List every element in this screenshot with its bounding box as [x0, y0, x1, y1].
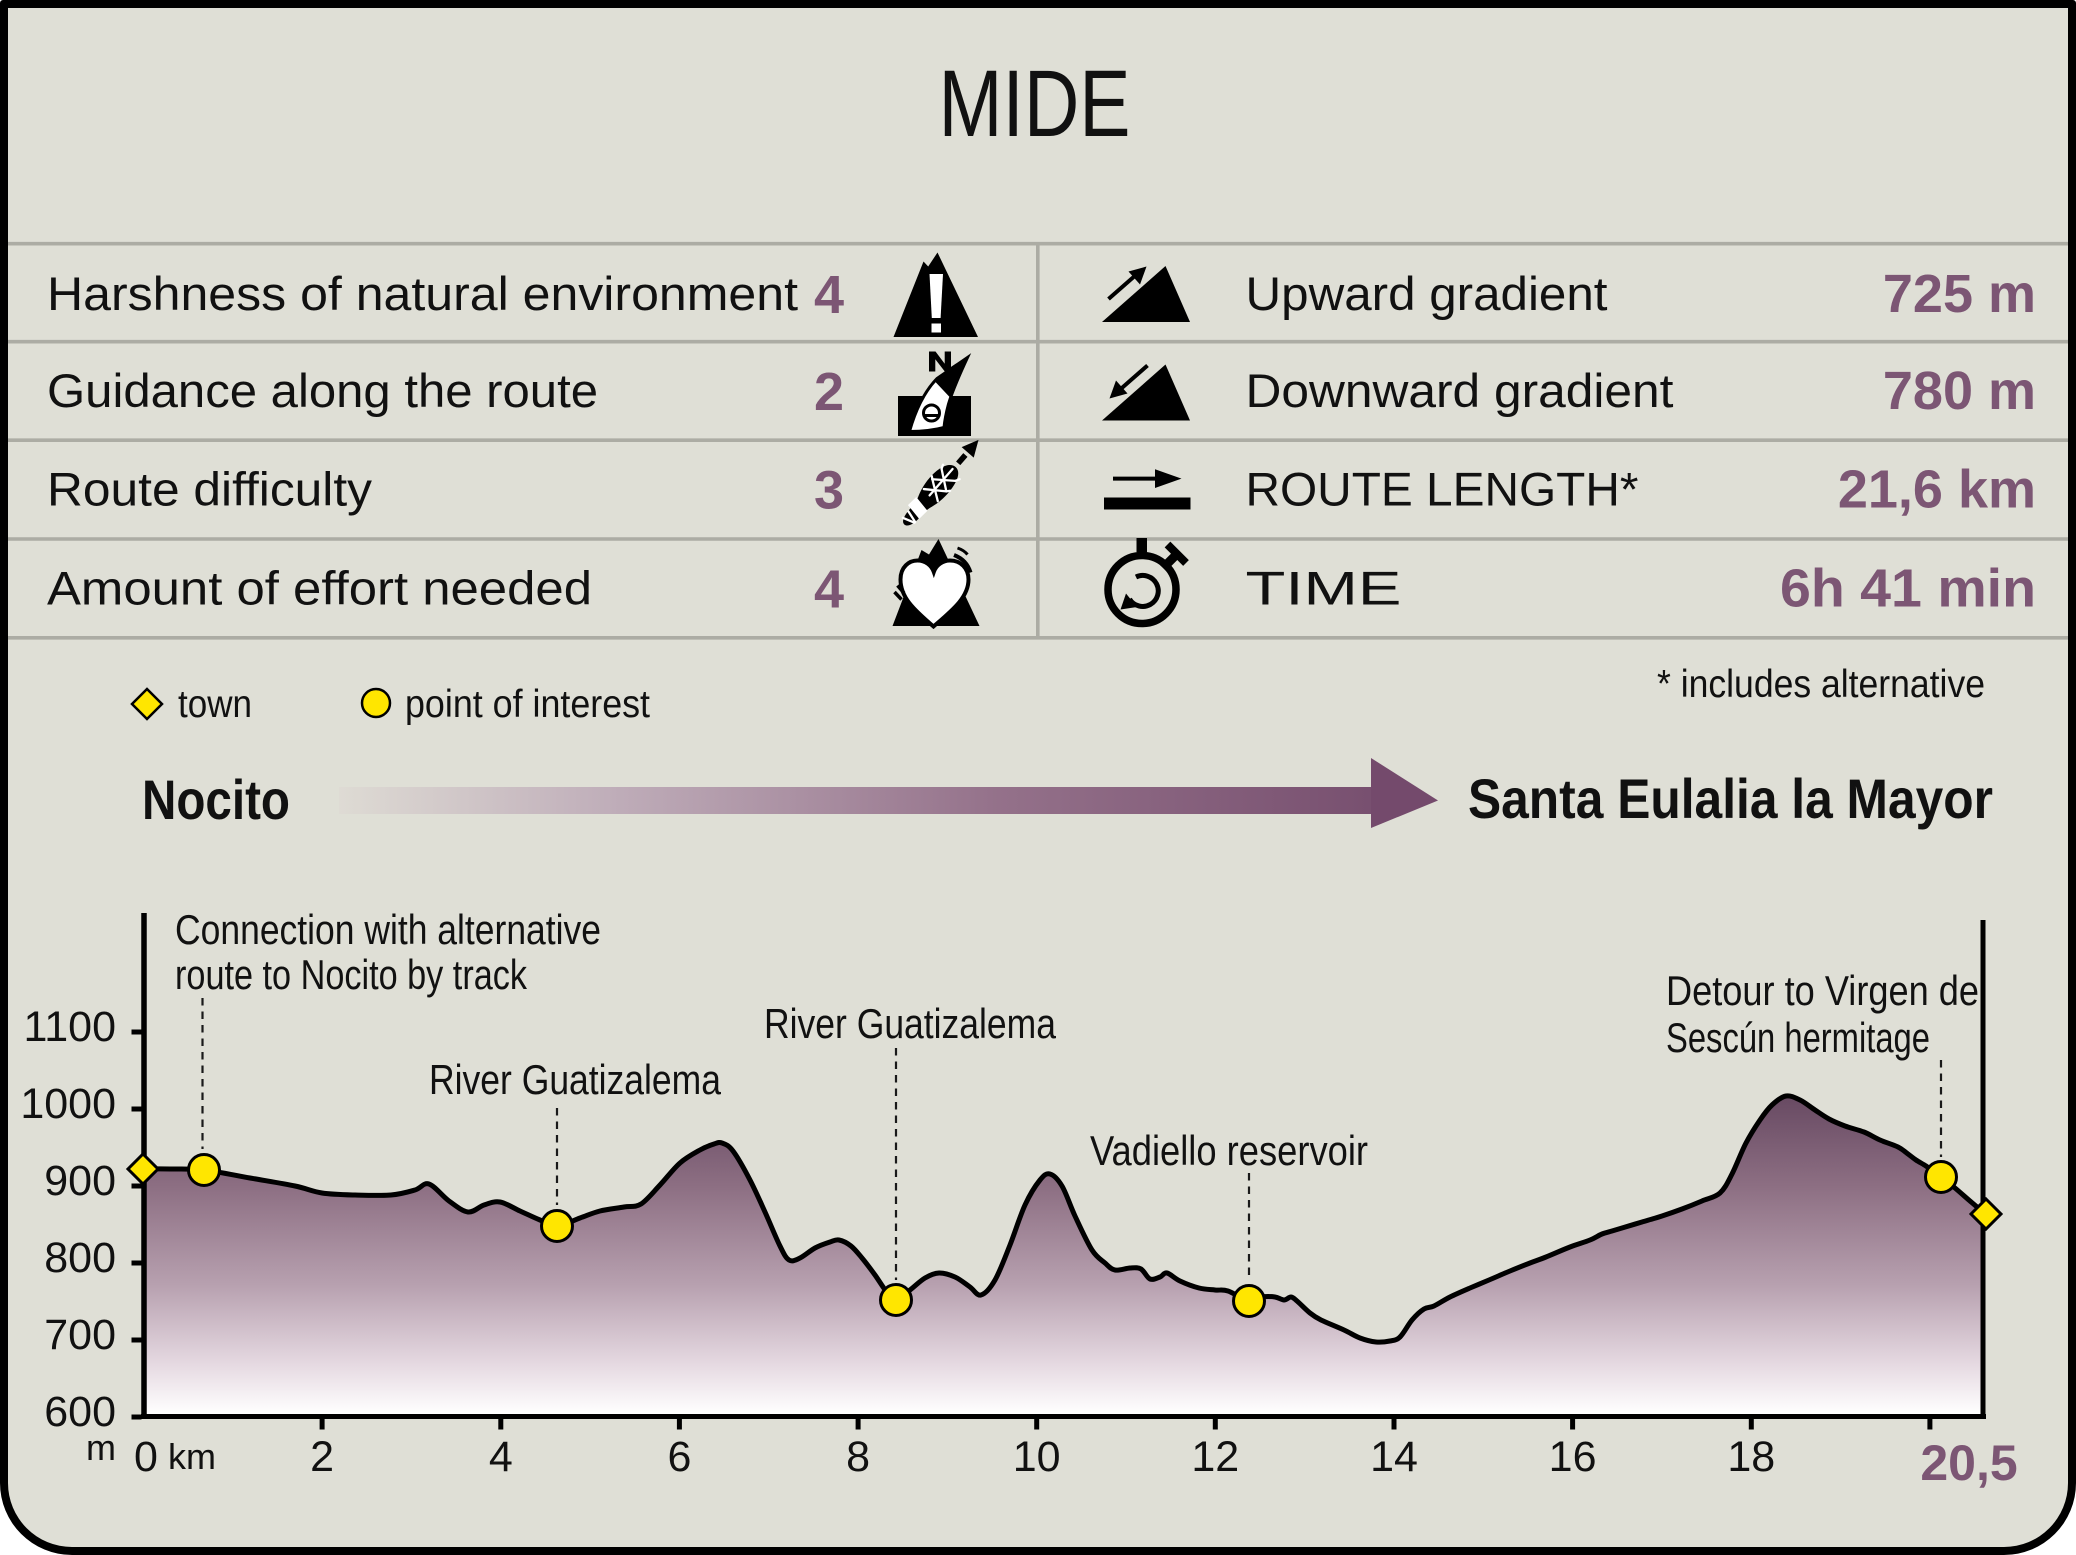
svg-text:725 m: 725 m — [1883, 264, 2036, 324]
svg-text:Harshness of natural environme: Harshness of natural environment — [47, 267, 798, 320]
svg-text:m: m — [86, 1427, 116, 1468]
svg-text:ROUTE LENGTH*: ROUTE LENGTH* — [1246, 463, 1639, 516]
svg-text:10: 10 — [1013, 1433, 1061, 1481]
svg-text:Guidance along the route: Guidance along the route — [47, 364, 598, 417]
svg-text:700: 700 — [44, 1311, 116, 1359]
svg-text:Amount of effort needed: Amount of effort needed — [47, 562, 592, 615]
svg-text:600: 600 — [44, 1388, 116, 1436]
svg-text:TIME: TIME — [1246, 562, 1402, 615]
svg-text:River Guatizalema: River Guatizalema — [429, 1056, 722, 1103]
svg-text:2: 2 — [310, 1433, 334, 1481]
svg-text:12: 12 — [1191, 1433, 1239, 1481]
svg-text:Downward gradient: Downward gradient — [1246, 364, 1674, 417]
svg-text:MIDE: MIDE — [939, 51, 1131, 157]
svg-text:Sescún hermitage: Sescún hermitage — [1666, 1014, 1930, 1061]
svg-text:20,5: 20,5 — [1920, 1435, 2017, 1491]
svg-text:point of interest: point of interest — [405, 683, 650, 726]
svg-text:km: km — [168, 1436, 216, 1477]
svg-text:1100: 1100 — [24, 1003, 116, 1051]
svg-text:route to Nocito by track: route to Nocito by track — [175, 951, 528, 998]
svg-text:6h 41 min: 6h 41 min — [1780, 559, 2036, 619]
svg-text:0: 0 — [134, 1433, 158, 1481]
svg-text:14: 14 — [1370, 1433, 1418, 1481]
svg-text:Nocito: Nocito — [142, 768, 290, 831]
svg-text:4: 4 — [489, 1433, 513, 1481]
svg-text:8: 8 — [846, 1433, 870, 1481]
svg-text:Upward gradient: Upward gradient — [1246, 267, 1608, 320]
svg-text:900: 900 — [44, 1157, 116, 1205]
svg-text:800: 800 — [44, 1234, 116, 1282]
svg-text:1000: 1000 — [20, 1080, 116, 1128]
svg-text:2: 2 — [814, 362, 844, 422]
svg-text:town: town — [178, 683, 252, 726]
svg-text:River Guatizalema: River Guatizalema — [764, 1000, 1057, 1047]
svg-text:Connection with alternative: Connection with alternative — [175, 906, 601, 953]
svg-text:3: 3 — [814, 461, 844, 521]
svg-text:6: 6 — [667, 1433, 691, 1481]
svg-text:Santa Eulalia la Mayor: Santa Eulalia la Mayor — [1468, 767, 1993, 830]
svg-text:18: 18 — [1727, 1433, 1775, 1481]
svg-text:16: 16 — [1549, 1433, 1597, 1481]
svg-text:* includes alternative: * includes alternative — [1657, 663, 1985, 706]
svg-text:Route difficulty: Route difficulty — [47, 463, 373, 516]
svg-text:Detour to Virgen de: Detour to Virgen de — [1666, 967, 1979, 1014]
svg-text:21,6 km: 21,6 km — [1838, 460, 2036, 520]
svg-text:Vadiello reservoir: Vadiello reservoir — [1090, 1127, 1368, 1174]
svg-text:4: 4 — [814, 265, 844, 325]
svg-text:4: 4 — [814, 560, 844, 620]
svg-text:780 m: 780 m — [1883, 361, 2036, 421]
